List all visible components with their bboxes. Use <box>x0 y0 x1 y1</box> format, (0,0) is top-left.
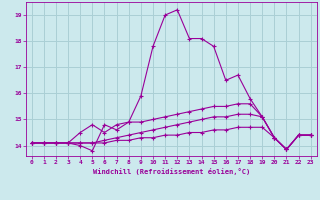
X-axis label: Windchill (Refroidissement éolien,°C): Windchill (Refroidissement éolien,°C) <box>92 168 250 175</box>
